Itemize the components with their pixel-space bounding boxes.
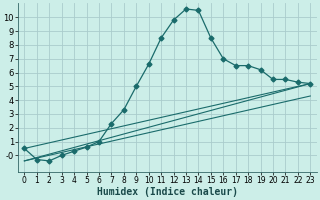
X-axis label: Humidex (Indice chaleur): Humidex (Indice chaleur)	[97, 186, 238, 197]
